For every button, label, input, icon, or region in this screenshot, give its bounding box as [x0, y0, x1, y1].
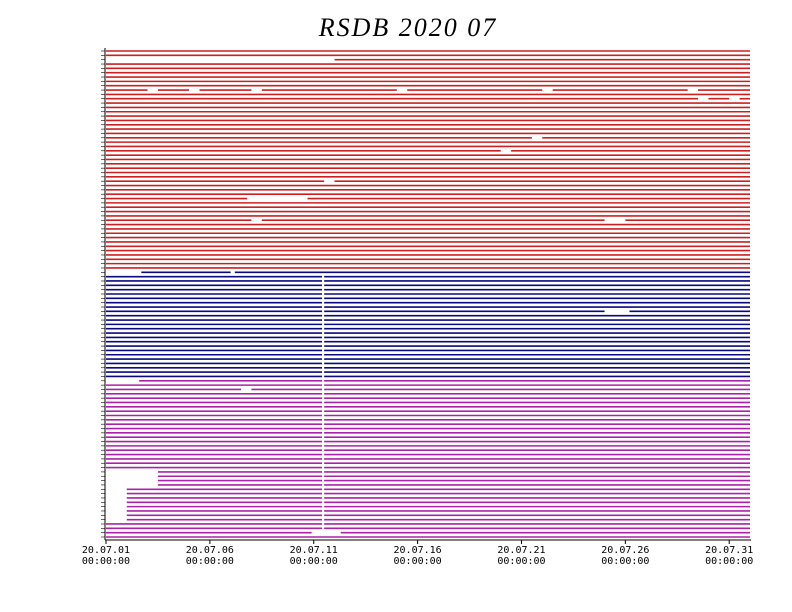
x-tick-label: 20.07.26	[601, 545, 649, 556]
x-tick-time: 00:00:00	[394, 556, 442, 567]
chart-title: RSDB 2020 07	[318, 13, 498, 42]
x-tick-time: 00:00:00	[186, 556, 234, 567]
x-tick-time: 00:00:00	[601, 556, 649, 567]
x-tick-time: 00:00:00	[705, 556, 753, 567]
x-tick-time: 00:00:00	[82, 556, 130, 567]
x-tick-time: 00:00:00	[290, 556, 338, 567]
plot-area	[106, 50, 750, 538]
x-tick-label: 20.07.21	[497, 545, 545, 556]
x-tick-label: 20.07.11	[290, 545, 338, 556]
x-tick-label: 20.07.01	[82, 545, 130, 556]
x-tick-time: 00:00:00	[497, 556, 545, 567]
x-tick-label: 20.07.16	[394, 545, 442, 556]
x-tick-label: 20.07.06	[186, 545, 234, 556]
x-tick-label: 20.07.31	[705, 545, 753, 556]
